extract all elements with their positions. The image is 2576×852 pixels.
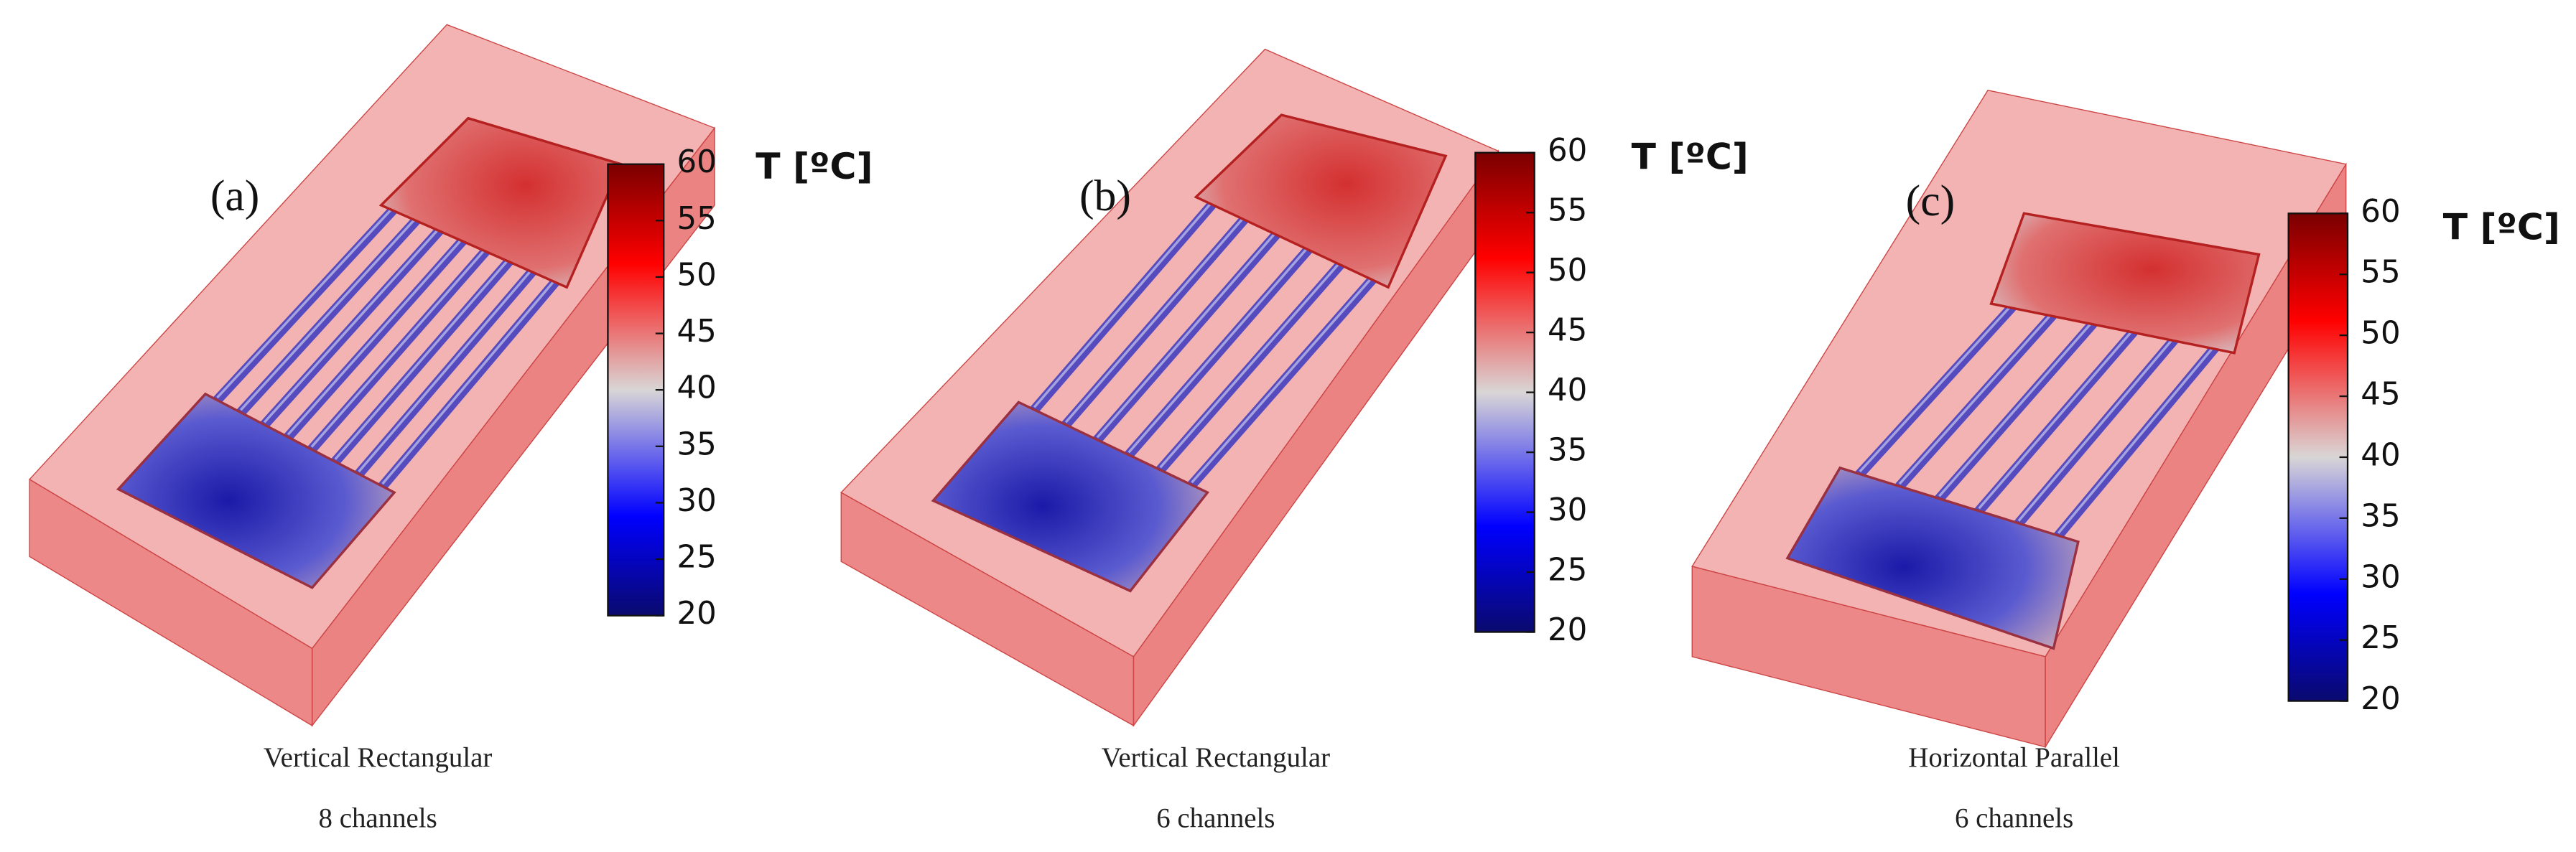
panel: 20 25 30 35 40 45 50 55 60 T [ºC] (a) Vertical Rect… — [29, 24, 873, 833]
channel-highlight — [334, 258, 510, 460]
panel-label: (a) — [210, 172, 260, 220]
channel — [330, 256, 514, 467]
colorbar-tick-label: 50 — [2361, 316, 2400, 352]
channel-highlight — [1978, 329, 2134, 510]
channel-highlight — [1064, 216, 1245, 423]
colorbar-tick-label: 60 — [2361, 194, 2400, 230]
colorbar-tick-label: 45 — [2361, 377, 2400, 413]
colorbar-tick-label: 60 — [1548, 133, 1587, 169]
colorbar-tick-label: 35 — [2361, 498, 2400, 534]
panel-label: (b) — [1079, 172, 1131, 220]
channel-highlight — [1127, 246, 1309, 454]
channel-highlight — [1859, 304, 2013, 473]
colorbar-tick-label: 45 — [677, 314, 717, 350]
channel — [212, 205, 398, 406]
colorbar-tick-label: 25 — [2361, 620, 2400, 656]
colorbar-title: T [ºC] — [1632, 135, 1749, 177]
channel — [1854, 302, 2017, 479]
colorbar-tick-label: 50 — [1548, 253, 1587, 289]
cold-manifold — [931, 401, 1210, 593]
channel — [1123, 244, 1313, 460]
colorbar-tick-label: 40 — [677, 370, 717, 406]
colorbar-tick-label: 20 — [677, 596, 717, 632]
channel — [1029, 200, 1217, 415]
channel — [353, 266, 537, 479]
colorbar-title: T [ºC] — [2443, 206, 2560, 248]
channel-highlight — [287, 238, 464, 436]
hot-manifold — [1989, 212, 2261, 355]
colorbar-tick-label: 45 — [1548, 313, 1587, 349]
colorbar-tick-label: 55 — [2361, 255, 2400, 291]
channel-highlight — [1898, 312, 2053, 485]
channel — [1061, 215, 1250, 430]
colorbar — [2287, 212, 2349, 702]
panel: 20 25 30 35 40 45 50 55 60 T [ºC] (b) Vertical Rect… — [840, 48, 1749, 833]
channel — [1894, 311, 2057, 492]
channel-highlight — [216, 207, 394, 399]
colorbar-tick-label: 25 — [677, 540, 717, 576]
cold-manifold — [116, 392, 396, 589]
channel-highlight — [310, 248, 487, 448]
colorbar-tick-label: 30 — [677, 483, 717, 519]
channel-highlight — [358, 268, 534, 473]
channel — [259, 225, 445, 430]
channel-highlight — [1096, 231, 1278, 439]
caption: 6 channels — [1955, 802, 2073, 833]
channel-highlight — [1033, 201, 1213, 408]
colorbar-tick-label: 40 — [2361, 437, 2400, 473]
channel — [1973, 327, 2138, 516]
channel — [377, 277, 560, 492]
caption: 6 channels — [1156, 802, 1275, 833]
colorbar-tick-label: 60 — [677, 144, 717, 180]
channel — [1934, 319, 2098, 504]
channel-highlight — [2017, 337, 2175, 522]
colorbar-tick-label: 25 — [1548, 553, 1587, 589]
colorbar-tick-label: 50 — [677, 257, 717, 293]
panel: 20 25 30 35 40 45 50 55 60 T [ºC] (c) Horizontal Pa… — [1691, 90, 2560, 833]
caption: Vertical Rectangular — [264, 742, 492, 773]
colorbar — [607, 163, 665, 617]
cold-manifold — [1785, 466, 2080, 650]
colorbar — [1474, 151, 1535, 633]
colorbar-tick-label: 55 — [677, 201, 717, 237]
channel — [236, 215, 422, 418]
colorbar-tick-label: 35 — [1548, 433, 1587, 469]
channel — [1155, 259, 1345, 475]
channel — [2014, 335, 2179, 528]
channel — [2053, 344, 2219, 541]
caption: Vertical Rectangular — [1102, 742, 1330, 773]
channel — [1092, 230, 1281, 445]
hot-manifold — [1194, 113, 1448, 289]
colorbar-tick-label: 30 — [1548, 492, 1587, 528]
colorbar-tick-label: 20 — [2361, 681, 2400, 717]
channel-highlight — [1191, 276, 1374, 484]
caption: 8 channels — [319, 802, 437, 833]
channel-highlight — [263, 228, 440, 423]
caption: Horizontal Parallel — [1908, 742, 2120, 773]
colorbar-tick-label: 35 — [677, 426, 717, 462]
channel-highlight — [381, 278, 557, 485]
channel-highlight — [1938, 321, 2093, 497]
channel-highlight — [240, 217, 417, 411]
channel-highlight — [2057, 345, 2215, 534]
channel — [307, 246, 490, 454]
colorbar-tick-label: 55 — [1548, 193, 1587, 229]
channel — [283, 236, 468, 442]
colorbar-tick-label: 30 — [2361, 559, 2400, 595]
colorbar-title: T [ºC] — [755, 145, 873, 187]
channel-highlight — [1159, 261, 1342, 469]
colorbar-tick-label: 20 — [1548, 612, 1587, 648]
channel — [1186, 274, 1377, 490]
colorbar-tick-label: 40 — [1548, 373, 1587, 408]
panel-label: (c) — [1906, 177, 1956, 225]
